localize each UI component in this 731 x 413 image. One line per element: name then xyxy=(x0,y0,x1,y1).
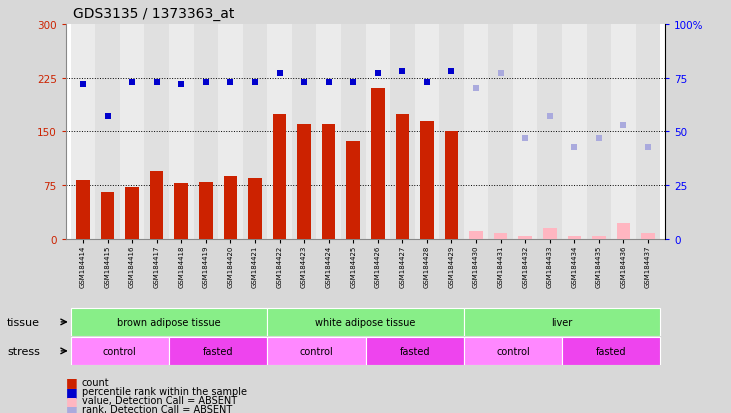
Text: control: control xyxy=(496,346,530,356)
Bar xyxy=(543,229,556,240)
Bar xyxy=(169,25,194,240)
Bar xyxy=(317,25,341,240)
Bar xyxy=(292,25,317,240)
Bar xyxy=(513,25,537,240)
Bar xyxy=(322,125,336,240)
Bar xyxy=(150,171,164,240)
Text: fasted: fasted xyxy=(202,346,233,356)
Bar xyxy=(636,25,660,240)
Bar xyxy=(592,236,606,240)
Text: white adipose tissue: white adipose tissue xyxy=(315,317,416,327)
Bar xyxy=(518,236,532,240)
Text: fasted: fasted xyxy=(596,346,626,356)
Bar xyxy=(194,25,218,240)
Bar xyxy=(567,237,581,240)
Bar xyxy=(439,25,463,240)
Text: GDS3135 / 1373363_at: GDS3135 / 1373363_at xyxy=(73,7,235,21)
Bar xyxy=(366,25,390,240)
Bar xyxy=(488,25,513,240)
Bar xyxy=(199,182,213,240)
Text: liver: liver xyxy=(551,317,572,327)
Bar xyxy=(463,337,562,365)
Bar xyxy=(169,337,268,365)
Text: count: count xyxy=(82,377,110,387)
Bar xyxy=(76,181,90,240)
Bar xyxy=(395,114,409,240)
Text: ■: ■ xyxy=(66,403,77,413)
Text: brown adipose tissue: brown adipose tissue xyxy=(117,317,221,327)
Bar xyxy=(125,188,139,240)
Bar xyxy=(249,179,262,240)
Bar xyxy=(268,308,463,336)
Bar xyxy=(469,231,482,240)
Bar xyxy=(463,308,660,336)
Text: value, Detection Call = ABSENT: value, Detection Call = ABSENT xyxy=(82,395,237,405)
Text: percentile rank within the sample: percentile rank within the sample xyxy=(82,386,247,396)
Bar xyxy=(390,25,414,240)
Bar xyxy=(611,25,636,240)
Bar xyxy=(414,25,439,240)
Bar xyxy=(562,337,660,365)
Bar xyxy=(268,25,292,240)
Bar xyxy=(120,25,145,240)
Bar xyxy=(641,234,655,240)
Text: control: control xyxy=(103,346,137,356)
Bar xyxy=(617,224,630,240)
Bar xyxy=(420,121,433,240)
Bar xyxy=(586,25,611,240)
Bar xyxy=(298,125,311,240)
Text: ■: ■ xyxy=(66,385,77,398)
Text: ■: ■ xyxy=(66,375,77,389)
Text: ■: ■ xyxy=(66,394,77,407)
Bar xyxy=(175,184,188,240)
Bar xyxy=(218,25,243,240)
Bar xyxy=(463,25,488,240)
Bar xyxy=(224,176,237,240)
Bar xyxy=(71,25,95,240)
Bar xyxy=(243,25,268,240)
Bar xyxy=(537,25,562,240)
Bar xyxy=(366,337,463,365)
Bar xyxy=(273,114,287,240)
Bar xyxy=(444,132,458,240)
Bar xyxy=(145,25,169,240)
Bar xyxy=(268,337,366,365)
Text: control: control xyxy=(300,346,333,356)
Text: fasted: fasted xyxy=(399,346,430,356)
Bar xyxy=(562,25,586,240)
Bar xyxy=(101,193,114,240)
Bar xyxy=(71,337,169,365)
Text: rank, Detection Call = ABSENT: rank, Detection Call = ABSENT xyxy=(82,404,232,413)
Bar xyxy=(494,234,507,240)
Text: tissue: tissue xyxy=(7,317,40,327)
Bar xyxy=(341,25,366,240)
Bar xyxy=(95,25,120,240)
Bar xyxy=(346,142,360,240)
Bar xyxy=(371,89,385,240)
Bar xyxy=(71,308,268,336)
Text: stress: stress xyxy=(7,346,40,356)
